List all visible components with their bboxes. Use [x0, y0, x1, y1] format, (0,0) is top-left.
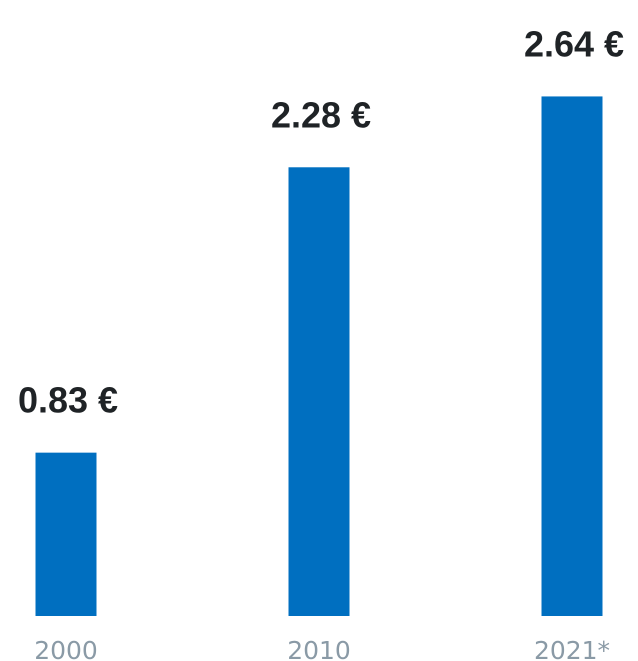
bar-2010 [288, 167, 350, 616]
data-label: 2.28 € [271, 94, 371, 135]
bar-2021 [541, 96, 603, 616]
x-tick-label: 2000 [34, 636, 98, 661]
data-label: 0.83 € [18, 380, 118, 421]
x-tick-label: 2021* [534, 636, 610, 661]
bar-2000 [35, 452, 97, 616]
x-tick-label: 2010 [287, 636, 351, 661]
data-label: 2.64 € [524, 23, 624, 64]
